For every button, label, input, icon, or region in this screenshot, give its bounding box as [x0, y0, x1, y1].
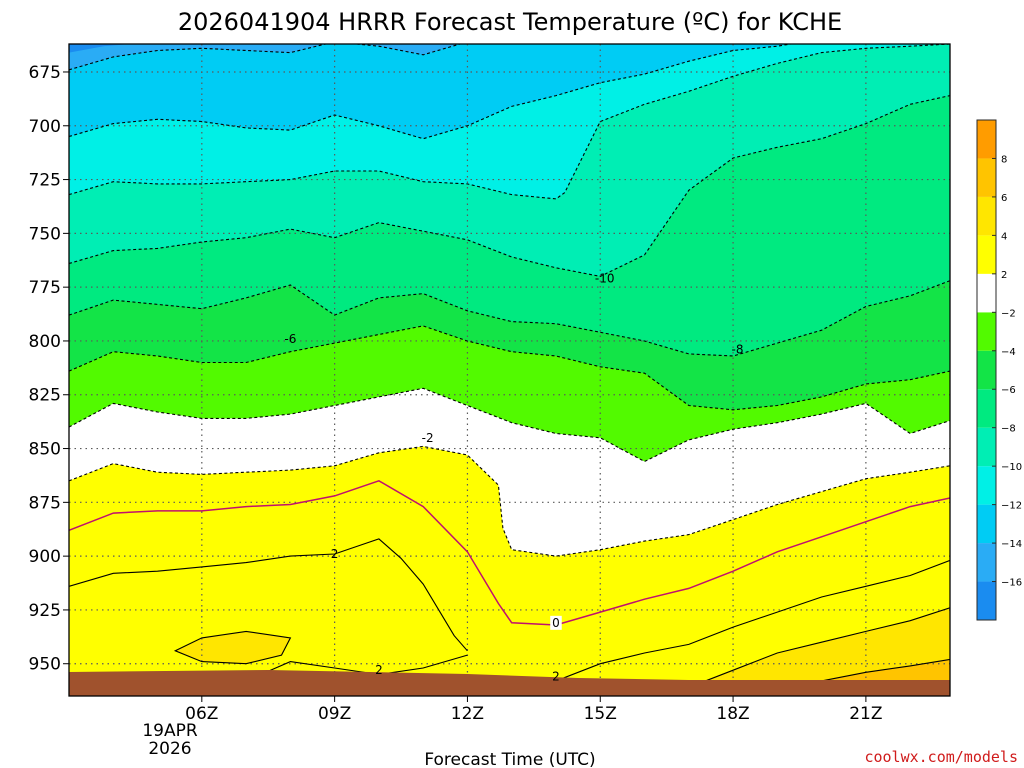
isotherm-line: [69, 44, 494, 71]
colorbar-swatch: [977, 196, 996, 236]
contour-label-text: 0: [552, 616, 560, 630]
colorbar-swatch: [977, 273, 996, 313]
colorbar-swatch: [977, 120, 996, 159]
x-axis-label: Forecast Time (UTC): [424, 750, 595, 768]
colorbar-swatch: [977, 466, 996, 505]
contour-label: -2: [422, 431, 434, 445]
contour-labels: -10 -8 -6 -2 2 2 2 0: [284, 272, 743, 684]
colorbar-label: 8: [1001, 154, 1007, 165]
isotherm-line: [69, 445, 950, 557]
colorbar-swatch: [977, 158, 996, 197]
x-tick-label: 15Z: [584, 704, 617, 724]
x-date-year: 2026: [148, 739, 191, 759]
contour-label-text: 2: [375, 663, 383, 677]
x-tick-label: 21Z: [849, 704, 882, 724]
y-axis: 675 700 725 750 775 800 825 850 875 900 925 950: [29, 63, 69, 675]
colorbar-swatch: [977, 504, 996, 544]
isotherm-lines: [69, 44, 950, 693]
y-tick-label: 825: [29, 386, 61, 406]
colorbar-label: 6: [1001, 193, 1007, 204]
y-tick-label: 775: [29, 278, 61, 298]
terrain: [69, 670, 950, 696]
isotherm-line: [69, 387, 950, 463]
plot-area: [69, 44, 950, 696]
contour-label-text: -6: [284, 332, 296, 346]
plot-frame: [68, 43, 951, 697]
contour-label: 2: [552, 670, 560, 684]
isotherm-line: [69, 44, 791, 140]
x-date-month: 19APR: [142, 721, 198, 741]
fill-band: [69, 44, 950, 139]
isotherm-line: [173, 630, 292, 665]
colorbar-label: −6: [1001, 385, 1016, 396]
colorbar-label: −12: [1001, 501, 1022, 512]
y-tick-label: 675: [29, 63, 61, 83]
x-tick-label: 06Z: [185, 704, 218, 724]
colorbar-label: −16: [1001, 578, 1022, 589]
colorbar-swatch: [977, 350, 996, 390]
fill-band: [175, 631, 291, 664]
colorbar-swatch: [977, 427, 996, 467]
y-tick-label: 700: [29, 117, 61, 137]
contour-label-text: -8: [732, 343, 744, 357]
isotherm-line: [69, 95, 950, 277]
fill-band: [69, 44, 131, 53]
colorbar: −16 −14 −12 −10 −8 −6 −4 −2 2 4 6 8: [976, 119, 1022, 621]
isotherm-line: [511, 559, 950, 682]
y-tick-label: 725: [29, 171, 61, 191]
y-tick-label: 800: [29, 332, 61, 352]
contour-label-text: 2: [331, 547, 339, 561]
colorbar-label: 4: [1001, 231, 1007, 242]
x-tick-label: 09Z: [318, 704, 351, 724]
isotherm-line: [69, 44, 950, 200]
y-tick-label: 875: [29, 493, 61, 513]
colorbar-label: 2: [1001, 270, 1007, 281]
colorbar-label: −8: [1001, 424, 1016, 435]
colorbar-label: −2: [1001, 308, 1016, 319]
contour-label-text: 2: [552, 670, 560, 684]
colorbar-label: −14: [1001, 539, 1022, 550]
terrain-surface: [69, 670, 950, 696]
contour-label-bg: [550, 615, 562, 630]
credit-link[interactable]: coolwx.com/models: [864, 748, 1018, 766]
x-tick-label: 18Z: [716, 704, 749, 724]
contour-label: -8: [732, 343, 744, 357]
grid-lines: [69, 44, 950, 696]
contour-label: -10: [595, 272, 615, 286]
colorbar-swatch: [977, 581, 996, 620]
colorbar-swatch: [977, 389, 996, 428]
fill-band: [69, 44, 495, 70]
isotherm-line: [69, 280, 950, 357]
isotherm-line: [69, 538, 468, 652]
y-tick-label: 850: [29, 440, 61, 460]
y-tick-label: 900: [29, 547, 61, 567]
temperature-fills: [69, 44, 950, 696]
colorbar-label: −10: [1001, 462, 1022, 473]
y-tick-label: 750: [29, 224, 61, 244]
colorbar-label: −4: [1001, 347, 1016, 358]
contour-label: -6: [284, 332, 296, 346]
fill-band: [69, 538, 468, 686]
y-tick-label: 950: [29, 655, 61, 675]
contour-label: 2: [331, 547, 339, 561]
colorbar-swatch: [977, 312, 996, 351]
colorbar-swatch: [977, 235, 996, 274]
contour-label-text: -2: [422, 431, 434, 445]
isotherm-line: [69, 479, 950, 626]
colorbar-swatch: [977, 543, 996, 582]
x-tick-label: 12Z: [451, 704, 484, 724]
contour-label: 0: [550, 615, 562, 630]
chart-title: 2026041904 HRRR Forecast Temperature (ºC…: [178, 8, 842, 36]
contour-label: 2: [375, 663, 383, 677]
contour-label-text: -10: [595, 272, 615, 286]
colorbar-frame: [976, 119, 997, 621]
y-tick-label: 925: [29, 601, 61, 621]
x-axis: 06Z 09Z 12Z 15Z 18Z 21Z: [185, 696, 883, 724]
